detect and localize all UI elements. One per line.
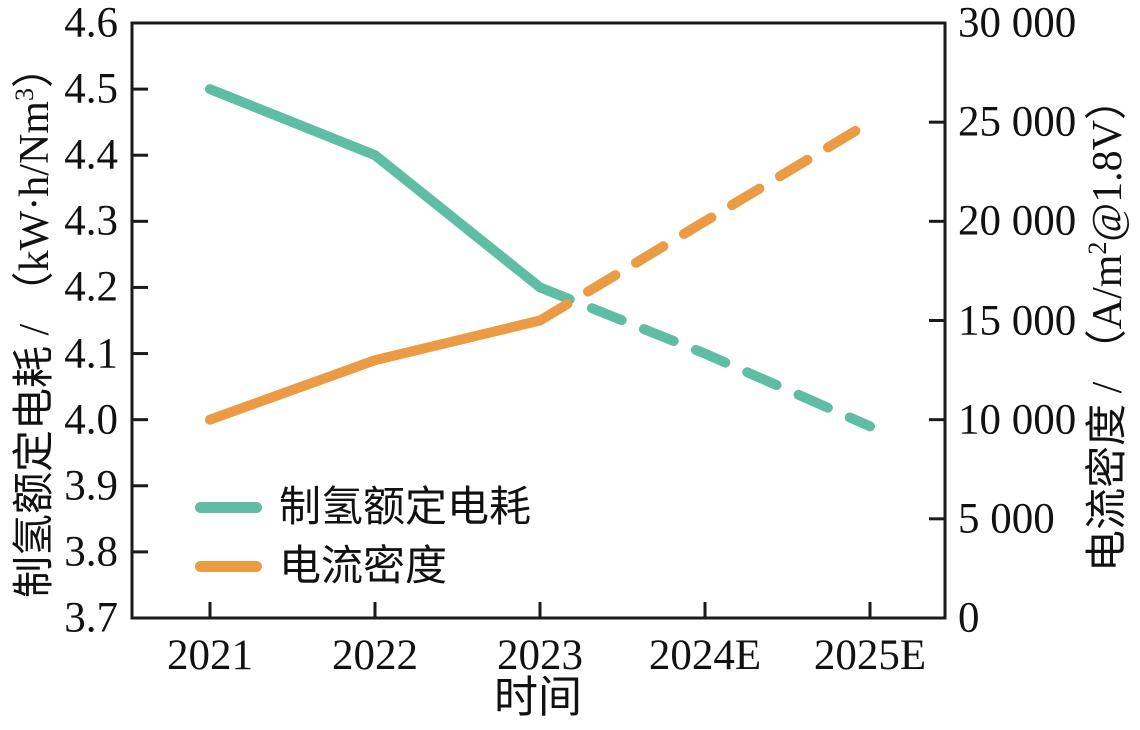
- x-axis-tick-label: 2025E: [813, 632, 927, 679]
- left-axis-title-close: ）: [12, 46, 58, 89]
- right-axis-tick-label: 15 000: [958, 297, 1077, 344]
- right-axis-tick-label: 5 000: [958, 495, 1055, 543]
- left-axis-title-sup: 3: [10, 88, 39, 102]
- left-axis-tick-label: 3.8: [64, 528, 118, 576]
- legend-line-swatch-current-density: [195, 561, 262, 572]
- x-axis-title: 时间: [494, 673, 582, 722]
- right-axis-title-text: 电流密度 / （A/m: [1085, 254, 1131, 572]
- left-axis-tick-label: 4.1: [64, 330, 118, 378]
- legend-label-current-density: 电流密度: [279, 543, 448, 590]
- legend: 制氢额定电耗 电流密度: [195, 478, 531, 596]
- right-axis-tick-label: 10 000: [958, 396, 1077, 444]
- right-axis-title: 电流密度 / （A/m2@1.8V）: [1083, 78, 1131, 572]
- right-axis-tick-label: 20 000: [958, 197, 1077, 245]
- x-axis-tick-label: 2023: [497, 632, 583, 679]
- right-axis-tick-label: 30 000: [958, 0, 1077, 47]
- left-axis-title: 制氢额定电耗 / （kW·h/Nm3）: [10, 46, 58, 598]
- left-axis-tick-label: 3.9: [64, 462, 118, 510]
- right-axis-tick-label: 25 000: [958, 98, 1077, 146]
- right-axis-tick-label: 0: [958, 594, 980, 642]
- x-axis-tick-label: 2024E: [648, 632, 762, 679]
- right-axis-title-sup: 2: [1083, 241, 1112, 255]
- x-axis-tick-label: 2022: [332, 632, 418, 679]
- left-axis-tick-label: 3.7: [64, 594, 118, 642]
- legend-line-swatch-energy: [195, 502, 262, 513]
- series-1-solid-line: [205, 315, 545, 425]
- x-axis-tick-label: 2021: [167, 632, 253, 679]
- right-axis-title-close: @1.8V）: [1085, 78, 1131, 242]
- legend-item-energy: 制氢额定电耗: [195, 478, 531, 537]
- left-axis-tick-label: 4.6: [64, 0, 118, 47]
- left-axis-tick-label: 4.5: [64, 65, 118, 113]
- legend-label-energy: 制氢额定电耗: [279, 484, 532, 531]
- series-1-dashed-line: [535, 117, 875, 326]
- left-axis-tick-label: 4.4: [64, 131, 118, 179]
- series-0-solid-line: [205, 84, 545, 293]
- series-0-dashed-line: [535, 282, 875, 432]
- left-axis-tick-label: 4.3: [64, 197, 118, 245]
- left-axis-title-text: 制氢额定电耗 / （kW·h/Nm: [12, 101, 58, 598]
- left-axis-tick-label: 4.2: [64, 263, 118, 311]
- left-axis-tick-label: 4.0: [64, 396, 118, 444]
- legend-item-current-density: 电流密度: [195, 537, 531, 596]
